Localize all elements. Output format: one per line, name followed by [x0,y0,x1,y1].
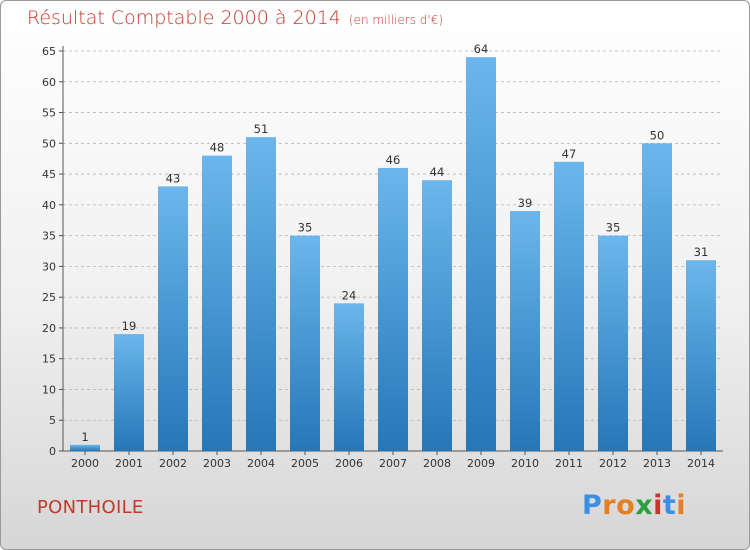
bar-2010 [510,211,540,451]
bar-2006 [334,303,364,451]
x-tick-label: 2009 [467,457,495,470]
bar-2009 [466,57,496,452]
x-tick-label: 2000 [71,457,99,470]
data-label: 24 [342,288,357,302]
y-tick-label: 25 [42,291,56,304]
x-tick-label: 2004 [247,457,275,470]
y-tick-label: 5 [49,414,56,427]
y-tick-label: 65 [42,45,56,58]
chart-title: Résultat Comptable 2000 à 2014 (en millie… [27,7,443,29]
labels: 1 19 43 48 51 35 24 46 44 64 39 47 35 50 31 [81,42,708,444]
y-tick-label: 0 [49,445,56,458]
x-tick-label: 2014 [687,457,715,470]
x-tick-label: 2010 [511,457,539,470]
data-label: 1 [81,430,88,444]
y-tick-label: 30 [42,260,56,273]
chart-subtitle: (en milliers d'€) [348,13,444,27]
bar-2004 [246,137,276,451]
logo-letter: o [616,490,636,521]
x-tick-label: 2002 [159,457,187,470]
data-label: 31 [694,245,709,259]
logo-letter: x [635,490,654,521]
x-tick-label: 2006 [335,457,363,470]
data-label: 35 [606,221,621,235]
logo-letter: i [676,490,687,521]
bar-2003 [202,155,232,451]
x-tick-label: 2008 [423,457,451,470]
y-tick-label: 40 [42,199,56,212]
data-label: 44 [430,165,445,179]
bar-2008 [422,180,452,451]
x-tick-label: 2012 [599,457,627,470]
data-label: 51 [254,122,269,136]
bar-2007 [378,167,408,451]
data-label: 50 [650,128,665,142]
x-tick-label: 2003 [203,457,231,470]
chart-title-text: Résultat Comptable 2000 à 2014 [27,7,341,29]
data-label: 47 [562,147,577,161]
x-tick-label: 2011 [555,457,583,470]
bar-2001 [114,334,144,451]
commune-name: PONTHOILE [37,497,144,518]
bar-2002 [158,186,188,451]
bar-2013 [642,143,672,452]
y-tick-label: 20 [42,322,56,335]
data-label: 39 [518,196,533,210]
y-tick-label: 55 [42,107,56,120]
axes: 0 5 10 15 20 25 30 35 40 45 50 55 60 65 2000 2001 2002 20… [42,45,723,470]
logo-letter: i [653,490,663,521]
y-tick-label: 35 [42,230,56,243]
bar-2011 [554,161,584,451]
bar-2005 [290,235,320,451]
x-tick-label: 2001 [115,457,143,470]
logo-letter: P [582,490,603,521]
bars [70,57,716,452]
data-label: 19 [122,319,137,333]
logo-letter: r [602,490,617,521]
data-label: 48 [210,141,225,155]
x-tick-label: 2007 [379,457,407,470]
proxiti-logo: Proxiti [582,490,686,521]
y-tick-label: 50 [42,137,56,150]
x-tick-label: 2013 [643,457,671,470]
data-label: 35 [298,221,313,235]
y-tick-label: 45 [42,168,56,181]
bar-2012 [598,235,628,451]
bar-2000 [70,444,100,451]
y-tick-label: 60 [42,76,56,89]
data-label: 46 [386,153,401,167]
logo-letter: t [662,490,677,521]
data-label: 64 [474,42,489,56]
data-label: 43 [166,171,181,185]
y-tick-label: 15 [42,353,56,366]
y-tick-label: 10 [42,383,56,396]
bar-2014 [686,260,716,451]
x-tick-label: 2005 [291,457,319,470]
